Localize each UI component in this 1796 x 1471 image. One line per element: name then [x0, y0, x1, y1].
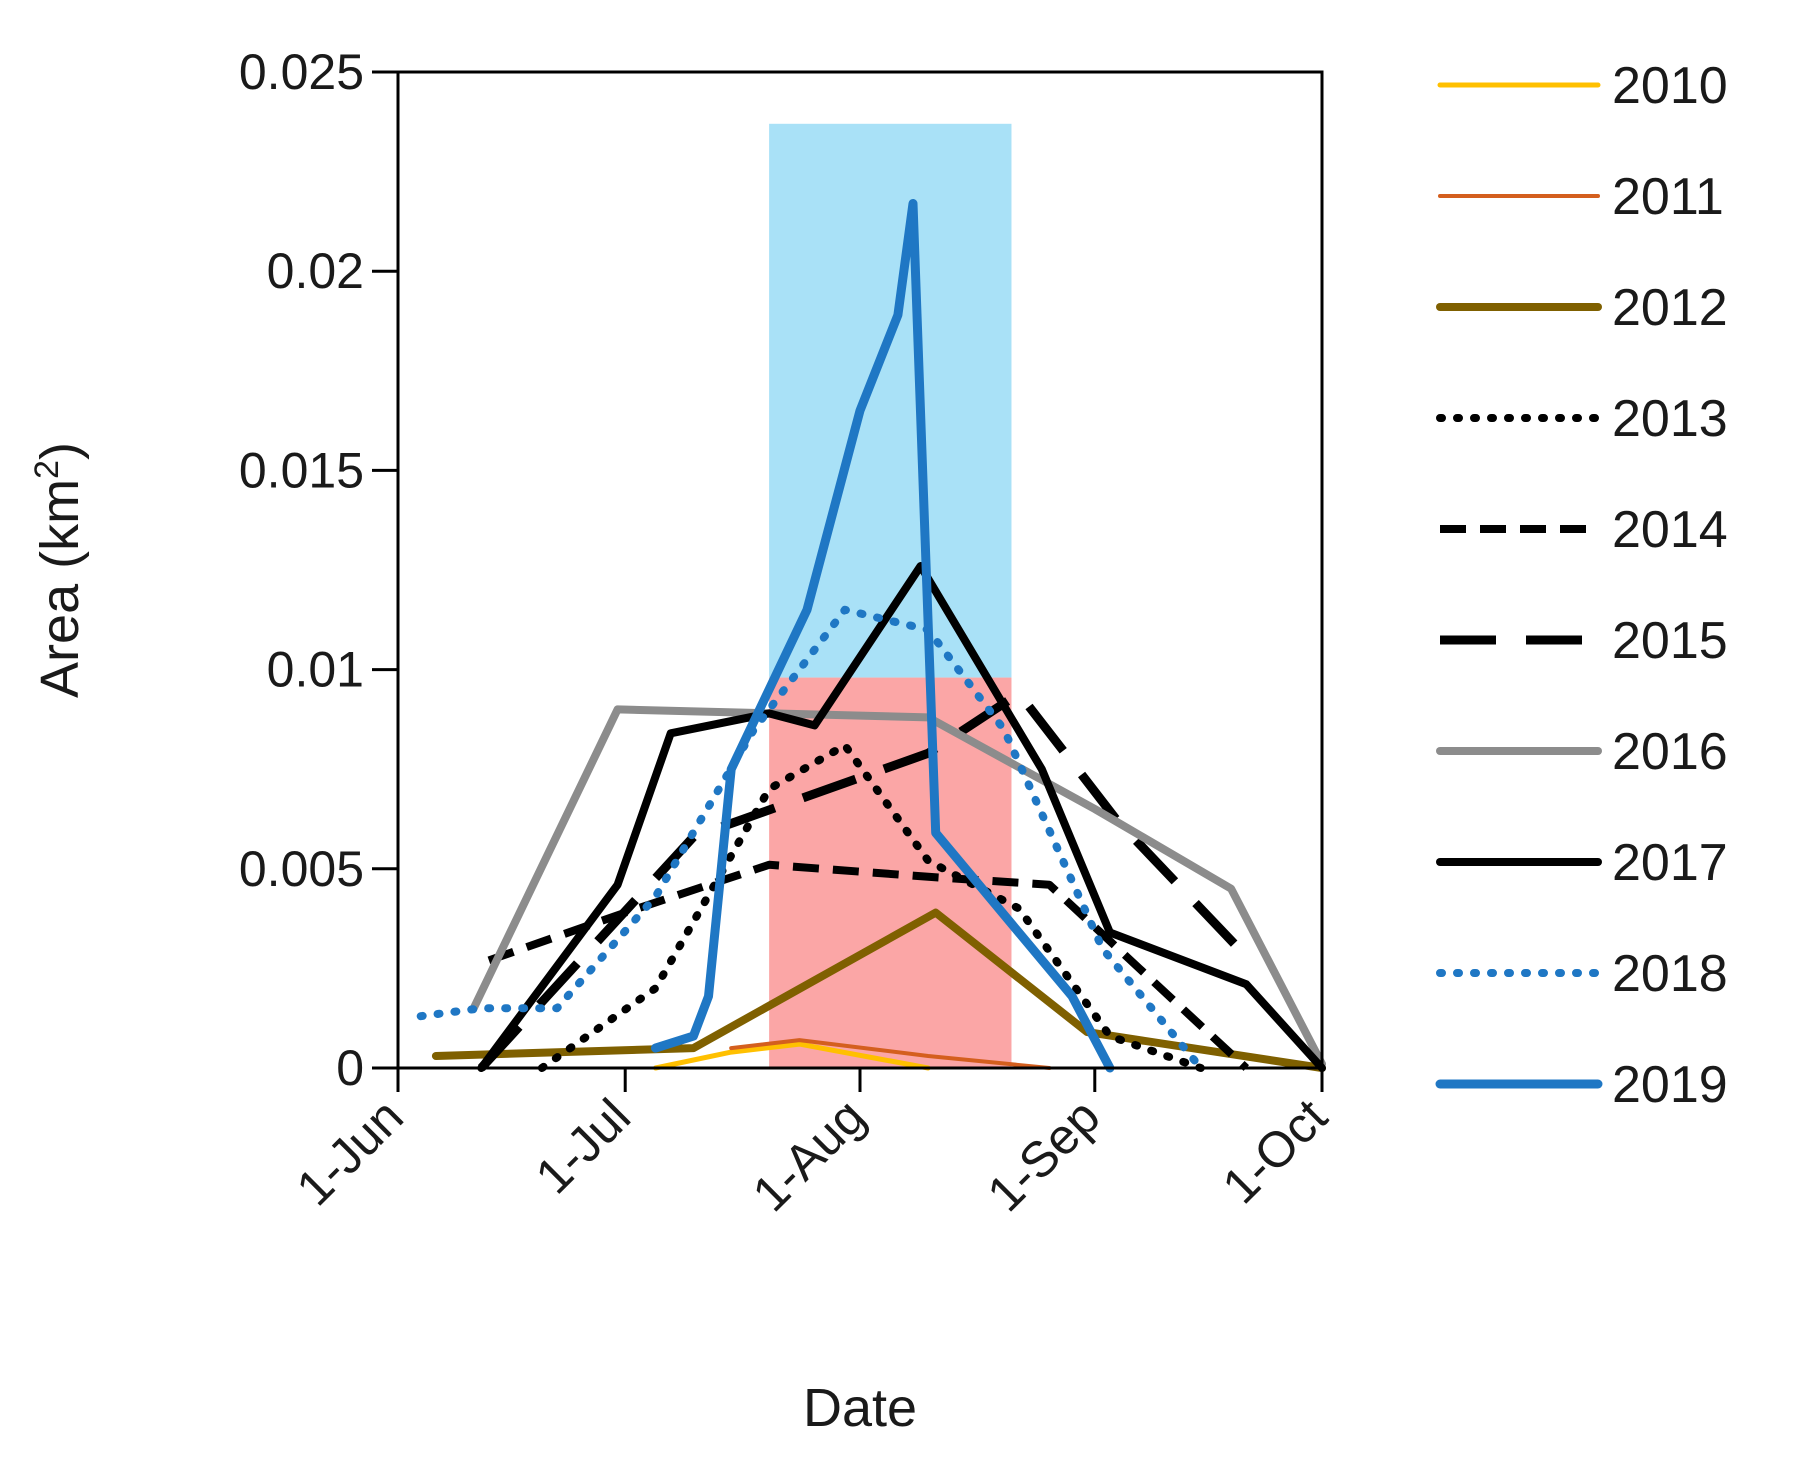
shaded-region-1: [769, 123, 1012, 678]
series-line-2017: [477, 562, 1326, 1072]
x-tick-labels: 1-Jun 1-Jul 1-Aug 1-Sep 1-Oct: [286, 1088, 1338, 1222]
legend-label: 2013: [1612, 390, 1728, 448]
legend-label: 2018: [1612, 945, 1728, 1003]
legend-item-2014: 2014: [1440, 501, 1728, 559]
legend-label: 2019: [1612, 1056, 1728, 1114]
legend-item-2018: 2018: [1436, 945, 1728, 1003]
series-line-2011: [729, 1038, 1052, 1070]
y-tick-label: 0.02: [267, 243, 364, 299]
y-tick-labels: 0 0.005 0.01 0.015 0.02 0.025: [239, 44, 364, 1096]
y-tick-label: 0.025: [239, 44, 364, 100]
legend-item-2011: 2011: [1438, 168, 1724, 226]
legend-item-2010: 2010: [1437, 57, 1728, 115]
series-line-2015: [477, 689, 1250, 1072]
y-tick-label: 0.005: [239, 841, 364, 897]
shaded-regions: [769, 123, 1012, 1068]
series-line-2014: [487, 860, 1250, 1071]
legend-label: 2012: [1612, 279, 1728, 337]
legend-label: 2016: [1612, 723, 1728, 781]
series-line-2018: [416, 605, 1205, 1072]
x-axis-title: Date: [803, 1378, 917, 1438]
x-tick-label: 1-Jul: [525, 1088, 641, 1204]
y-axis-title: Area (km2): [28, 442, 90, 698]
y-tick-label: 0.015: [239, 442, 364, 498]
legend-label: 2015: [1612, 612, 1728, 670]
series-lines: [416, 199, 1326, 1073]
legend-label: 2014: [1612, 501, 1728, 559]
legend-item-2015: 2015: [1440, 612, 1728, 670]
axes: [372, 70, 1324, 1092]
x-tick-label: 1-Jun: [286, 1088, 414, 1216]
series-line-2012: [431, 908, 1326, 1072]
series-line-2019: [651, 199, 1115, 1073]
series-line-2013: [537, 741, 1205, 1072]
y-tick-label: 0.01: [267, 642, 364, 698]
series-line-2016: [469, 705, 1326, 1068]
legend-label: 2011: [1612, 168, 1724, 226]
legend: 2010 2011 2012 2013 2014 2015 2016 2017 2018 2019: [1435, 57, 1728, 1114]
legend-item-2019: 2019: [1435, 1056, 1728, 1114]
legend-label: 2017: [1612, 834, 1728, 892]
x-tick-label: 1-Aug: [742, 1088, 876, 1222]
y-axis-title-main: Area (km: [30, 479, 90, 698]
legend-item-2012: 2012: [1436, 279, 1728, 337]
legend-item-2016: 2016: [1436, 723, 1728, 781]
y-tick-label: 0: [336, 1040, 364, 1096]
y-axis-title-close: ): [30, 442, 90, 460]
legend-label: 2010: [1612, 57, 1728, 115]
y-axis-title-superscript: 2: [28, 460, 66, 479]
x-tick-label: 1-Sep: [977, 1088, 1111, 1222]
legend-item-2013: 2013: [1436, 390, 1728, 448]
series-line-2010: [653, 1041, 931, 1071]
x-tick-label: 1-Oct: [1212, 1088, 1338, 1214]
legend-item-2017: 2017: [1436, 834, 1728, 892]
